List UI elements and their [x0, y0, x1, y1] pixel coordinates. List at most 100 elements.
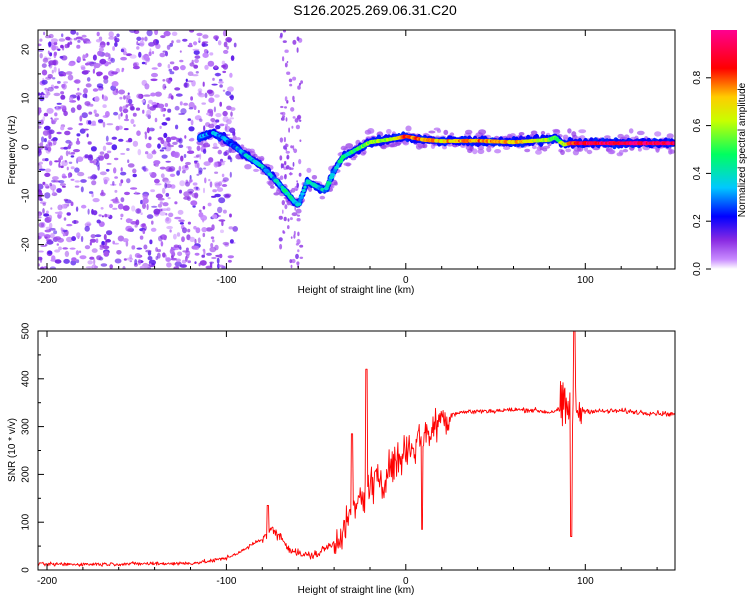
noise-speckle: [150, 189, 156, 193]
noise-speckle: [292, 116, 296, 119]
noise-speckle: [70, 151, 76, 155]
noise-speckle: [153, 160, 161, 165]
noise-speckle: [221, 184, 228, 187]
colorbar-tick-label: 0.6: [692, 118, 703, 132]
ridge-halo: [542, 145, 551, 149]
noise-speckle: [142, 193, 149, 199]
snr-plot-area: [38, 331, 675, 570]
noise-speckle: [132, 112, 137, 117]
noise-speckle: [119, 96, 123, 100]
noise-speckle: [59, 105, 67, 110]
noise-speckle: [283, 30, 286, 33]
spectrogram-y-label: Frequency (Hz): [7, 116, 18, 185]
noise-speckle: [63, 110, 68, 117]
ridge-halo: [343, 162, 352, 166]
noise-speckle: [56, 102, 62, 105]
noise-speckle: [212, 189, 217, 193]
noise-speckle: [299, 119, 302, 123]
ridge-core: [298, 198, 302, 203]
noise-speckle: [63, 258, 70, 264]
noise-speckle: [65, 71, 73, 75]
noise-speckle: [174, 201, 178, 205]
noise-speckle: [184, 135, 187, 139]
noise-speckle: [51, 255, 56, 262]
noise-speckle: [211, 214, 218, 219]
ridge-halo: [637, 147, 642, 152]
noise-speckle: [162, 83, 167, 90]
noise-speckle: [178, 138, 182, 142]
noise-speckle: [193, 245, 200, 250]
noise-speckle: [94, 234, 102, 238]
noise-speckle: [76, 44, 81, 49]
noise-speckle: [167, 79, 171, 84]
noise-speckle: [84, 154, 89, 159]
noise-speckle: [98, 155, 104, 161]
noise-speckle: [227, 255, 234, 259]
noise-speckle: [67, 203, 70, 207]
noise-speckle: [159, 125, 162, 129]
ridge-halo: [524, 148, 531, 153]
noise-speckle: [208, 178, 211, 182]
noise-speckle: [169, 61, 175, 65]
noise-speckle: [84, 70, 91, 73]
noise-speckle: [127, 159, 130, 163]
noise-speckle: [132, 140, 139, 147]
noise-speckle: [217, 206, 223, 214]
noise-speckle: [70, 30, 77, 35]
noise-speckle: [131, 205, 136, 212]
noise-speckle: [50, 138, 56, 142]
noise-speckle: [229, 127, 236, 134]
noise-speckle: [181, 259, 187, 264]
x-tick-label: 100: [577, 275, 594, 286]
noise-speckle: [44, 172, 51, 177]
noise-speckle: [63, 146, 69, 150]
noise-speckle: [286, 71, 291, 75]
noise-speckle: [43, 138, 47, 143]
noise-speckle: [198, 209, 202, 213]
noise-speckle: [168, 212, 174, 218]
noise-speckle: [86, 221, 91, 225]
noise-speckle: [222, 70, 227, 74]
noise-speckle: [175, 124, 179, 130]
noise-speckle: [172, 66, 179, 71]
noise-speckle: [211, 256, 217, 260]
noise-speckle: [299, 244, 304, 248]
ridge-halo: [202, 142, 211, 148]
noise-speckle: [94, 113, 100, 117]
noise-speckle: [180, 108, 187, 115]
noise-speckle: [166, 262, 172, 268]
noise-speckle: [221, 173, 225, 178]
noise-speckle: [293, 230, 296, 236]
noise-speckle: [176, 232, 181, 237]
noise-speckle: [178, 219, 185, 223]
noise-speckle: [294, 118, 299, 123]
noise-speckle: [174, 87, 181, 91]
noise-speckle: [169, 173, 176, 177]
noise-speckle: [219, 123, 225, 127]
noise-speckle: [75, 140, 81, 145]
noise-speckle: [151, 150, 157, 155]
y-tick-label: -10: [21, 188, 32, 203]
noise-speckle: [44, 183, 49, 187]
noise-speckle: [293, 148, 298, 154]
noise-speckle: [208, 89, 215, 97]
noise-speckle: [114, 157, 119, 161]
noise-speckle: [284, 62, 288, 68]
noise-speckle: [155, 39, 159, 44]
noise-speckle: [229, 117, 235, 120]
noise-speckle: [198, 167, 203, 173]
noise-speckle: [212, 77, 215, 81]
noise-speckle: [112, 200, 120, 204]
noise-speckle: [90, 175, 93, 180]
y-tick-label: 20: [21, 44, 32, 56]
noise-speckle: [44, 192, 51, 199]
noise-speckle: [136, 41, 139, 46]
noise-speckle: [59, 74, 64, 77]
noise-speckle: [83, 128, 89, 131]
noise-speckle: [143, 94, 151, 97]
noise-speckle: [210, 243, 214, 248]
noise-speckle: [47, 250, 53, 255]
noise-speckle: [206, 112, 210, 116]
noise-speckle: [52, 176, 59, 181]
noise-speckle: [162, 113, 166, 117]
